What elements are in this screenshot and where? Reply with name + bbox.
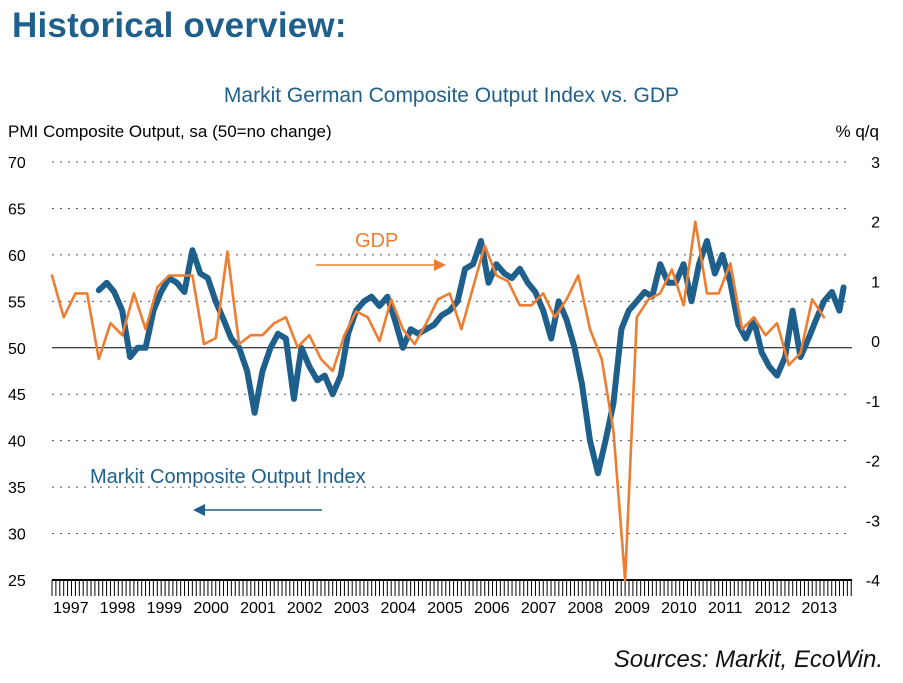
x-tick-label: 2007	[521, 600, 557, 617]
y-right-tick-label: 0	[871, 334, 880, 351]
series-line-pmi	[95, 238, 847, 477]
x-tick-label: 1999	[147, 600, 183, 617]
x-tick-label: 2005	[427, 600, 463, 617]
y-right-tick-label: 3	[871, 155, 880, 172]
x-axis: 1997 1998 1999 2000 2001 2002 2003 2004 2005 2006…	[51, 579, 852, 617]
y-left-tick-label: 30	[8, 527, 26, 544]
y-right-tick-label: 2	[871, 215, 880, 232]
x-tick-label: 1998	[100, 600, 136, 617]
y-right-tick-label: -3	[866, 513, 880, 530]
x-tick-label: 2002	[287, 600, 323, 617]
y-right-tick-label: -2	[866, 454, 880, 471]
source-note: Sources: Markit, EcoWin.	[613, 646, 883, 673]
x-tick-label: 2012	[755, 600, 791, 617]
annotations: GDP Markit Composite Output Index	[90, 230, 446, 516]
y-left-tick-label: 55	[8, 294, 26, 311]
annotation-gdp-arrowhead	[434, 259, 446, 271]
y-left-tick-label: 65	[8, 201, 26, 218]
annotation-gdp: GDP	[355, 230, 398, 252]
x-tick-label: 2010	[661, 600, 697, 617]
y-left-tick-label: 35	[8, 480, 26, 497]
x-tick-label: 2009	[614, 600, 650, 617]
series-line-gdp	[50, 220, 826, 582]
x-tick-label: 2011	[708, 600, 743, 617]
y-left-tick-label: 45	[8, 387, 26, 404]
y-axis-right-label: % q/q	[835, 122, 879, 141]
y-left-tick-label: 25	[8, 573, 26, 590]
y-left-tick-label: 50	[8, 341, 26, 358]
x-tick-label: 2008	[568, 600, 604, 617]
page-heading: Historical overview:	[12, 6, 347, 45]
x-tick-label: 2000	[193, 600, 229, 617]
annotation-pmi-arrowhead	[193, 504, 205, 516]
y-axis-left-ticks: 25 30 35 40 45 50 55 60 65 70	[8, 155, 26, 590]
y-left-tick-label: 60	[8, 248, 26, 265]
y-left-tick-label: 70	[8, 155, 26, 172]
x-tick-label: 2013	[802, 600, 838, 617]
y-left-tick-label: 40	[8, 434, 26, 451]
y-right-tick-label: 1	[871, 274, 880, 291]
series-lines	[50, 220, 847, 582]
chart-title: Markit German Composite Output Index vs.…	[223, 84, 680, 107]
x-tick-label: 2004	[380, 600, 416, 617]
x-tick-label: 2003	[334, 600, 370, 617]
x-tick-label: 2006	[474, 600, 510, 617]
y-right-tick-label: -4	[866, 573, 880, 590]
annotation-pmi: Markit Composite Output Index	[90, 466, 366, 488]
y-right-tick-label: -1	[866, 394, 880, 411]
x-tick-label: 1997	[53, 600, 89, 617]
x-tick-label: 2001	[240, 600, 276, 617]
y-axis-left-label: PMI Composite Output, sa (50=no change)	[8, 122, 332, 141]
y-axis-right-ticks: -4 -3 -2 -1 0 1 2 3	[866, 155, 880, 590]
